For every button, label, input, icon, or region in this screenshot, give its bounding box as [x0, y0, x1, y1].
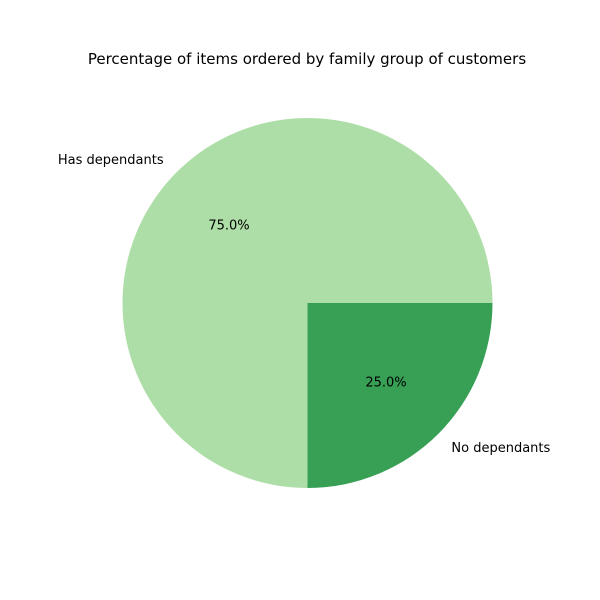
pie-slices	[122, 118, 493, 489]
slice-percent-label: 75.0%	[208, 219, 249, 234]
slice-label: Has dependants	[58, 153, 164, 168]
slice-percent-label: 25.0%	[365, 375, 406, 390]
slice-label: No dependants	[451, 441, 550, 456]
pie-slice-no-dependants	[307, 303, 493, 488]
pie-labels: Has dependants 75.0% No dependants 25.0%	[58, 153, 551, 456]
chart-title: Percentage of items ordered by family gr…	[88, 50, 526, 68]
